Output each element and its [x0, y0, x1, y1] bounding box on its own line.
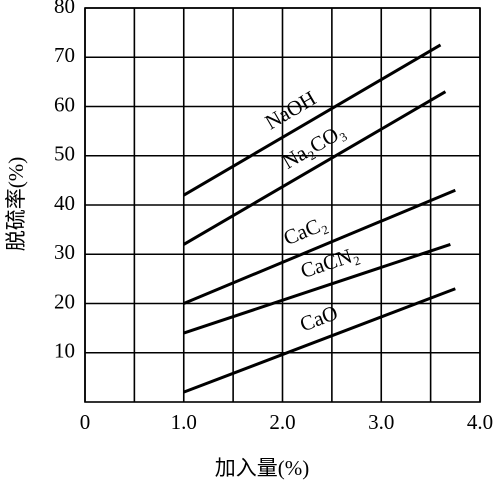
series-line: [182, 43, 442, 197]
y-tick-label: 20: [54, 289, 75, 313]
series-line: [183, 287, 456, 394]
series-label: CaO: [296, 300, 341, 336]
series-line: [182, 90, 447, 246]
x-tick-label: 3.0: [368, 410, 394, 434]
series-label: Na₂CO₃: [278, 119, 349, 174]
series-line: [183, 188, 456, 305]
series-line: [183, 242, 451, 335]
x-tick-label: 0: [80, 410, 91, 434]
y-tick-label: 30: [54, 240, 75, 264]
x-tick-label: 2.0: [269, 410, 295, 434]
y-tick-label: 70: [54, 43, 75, 67]
y-tick-label: 40: [54, 191, 75, 215]
y-tick-label: 10: [54, 339, 75, 363]
x-axis-label: 加入量(%): [215, 456, 309, 480]
y-tick-label: 80: [54, 0, 75, 18]
y-tick-label: 60: [54, 92, 75, 116]
y-axis-label: 脱硫率(%): [4, 157, 28, 251]
series-label: NaOH: [261, 86, 320, 134]
y-tick-label: 50: [54, 142, 75, 166]
plot-frame: [84, 7, 481, 403]
x-tick-label: 1.0: [171, 410, 197, 434]
x-tick-label: 4.0: [467, 410, 493, 434]
